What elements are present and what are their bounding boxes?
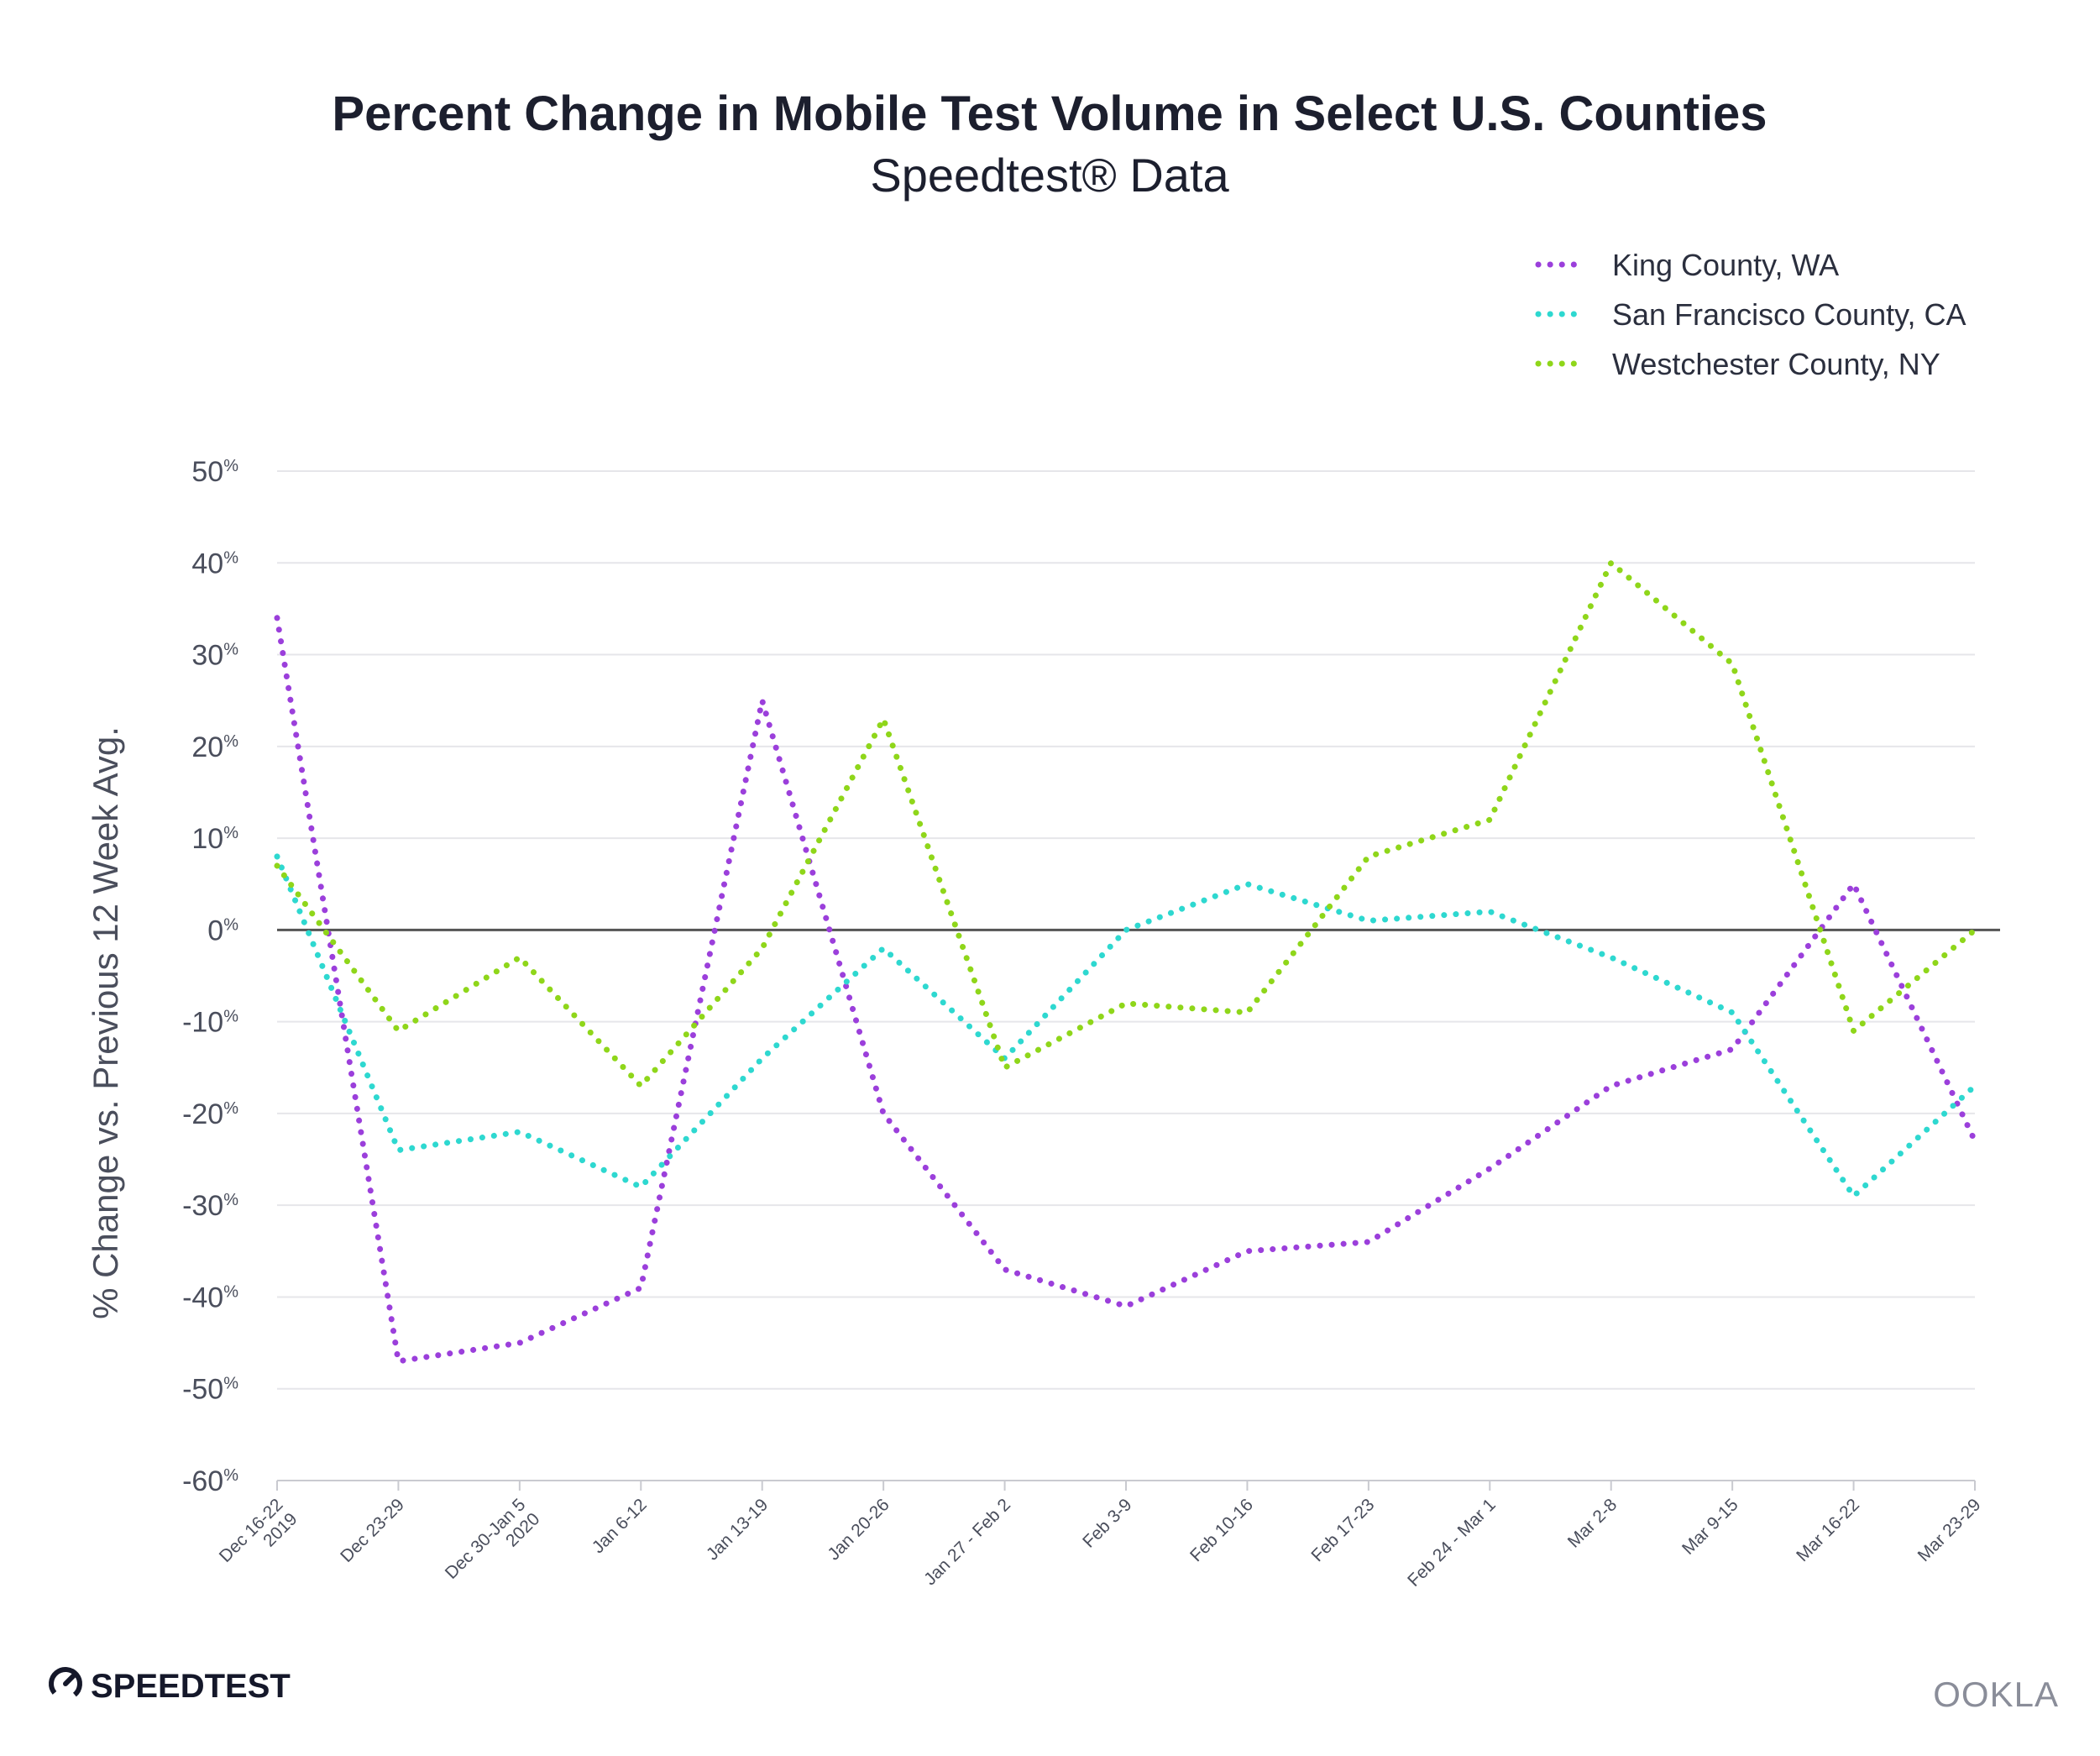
ookla-logo: OOKLA xyxy=(1933,1675,2059,1714)
speedometer-icon xyxy=(49,1667,82,1701)
speedtest-logo: SPEEDTEST xyxy=(49,1667,291,1705)
x-tick-label: Mar 2-8 xyxy=(1564,1495,1621,1551)
y-tick-label: 40% xyxy=(191,548,238,579)
x-tick-label: Jan 20-26 xyxy=(824,1495,893,1564)
series-line-2 xyxy=(274,559,1978,1089)
y-tick-label: -30% xyxy=(182,1190,238,1222)
x-tick-label: Feb 10-16 xyxy=(1186,1495,1257,1565)
x-tick-label: Feb 24 - Mar 1 xyxy=(1404,1495,1500,1591)
speedtest-brand-text: SPEEDTEST xyxy=(91,1668,291,1705)
x-axis: Dec 16-222019 Dec 23-29 Dec 30-Jan 52020 Ja… xyxy=(216,1481,1985,1597)
series-line-1 xyxy=(274,853,1978,1199)
y-tick-label: 20% xyxy=(191,731,238,763)
x-tick-label: Feb 17-23 xyxy=(1307,1495,1378,1565)
legend-label: San Francisco County, CA xyxy=(1612,297,1966,332)
x-tick-label: Mar 23-29 xyxy=(1914,1495,1985,1565)
legend-label: King County, WA xyxy=(1612,248,1839,282)
y-tick-label: -50% xyxy=(182,1374,238,1406)
x-tick-label: Dec 30-Jan 52020 xyxy=(442,1495,544,1597)
y-axis: 50% 40% 30% 20% 10% 0% -10% -20% -30% -40% -50% -60… xyxy=(182,456,238,1497)
y-axis-label: % Change vs. Previous 12 Week Avg. xyxy=(86,726,125,1319)
series-line-0 xyxy=(274,615,1978,1365)
y-tick-label: -10% xyxy=(182,1007,238,1039)
legend-label: Westchester County, NY xyxy=(1612,347,1940,381)
chart-subtitle: Speedtest® Data xyxy=(870,149,1229,202)
y-tick-label: -40% xyxy=(182,1282,238,1313)
y-tick-label: 50% xyxy=(191,456,238,488)
x-tick-label: Jan 6-12 xyxy=(589,1495,651,1557)
y-tick-label: 30% xyxy=(191,640,238,672)
chart-title: Percent Change in Mobile Test Volume in … xyxy=(332,86,1767,141)
plot-series xyxy=(274,559,1978,1365)
x-tick-label: Mar 9-15 xyxy=(1678,1495,1742,1559)
x-tick-label: Mar 16-22 xyxy=(1793,1495,1863,1565)
x-tick-label: Feb 3-9 xyxy=(1079,1495,1135,1551)
gridlines xyxy=(277,470,2000,1481)
y-tick-label: -20% xyxy=(182,1098,238,1130)
y-tick-label: 10% xyxy=(191,823,238,855)
y-tick-label: 0% xyxy=(207,915,238,946)
x-tick-label: Dec 16-222019 xyxy=(216,1495,301,1580)
x-tick-label: Dec 23-29 xyxy=(337,1495,408,1566)
legend: King County, WA San Francisco County, CA W… xyxy=(1535,248,1966,381)
x-tick-label: Jan 13-19 xyxy=(703,1495,772,1564)
y-tick-label: -60% xyxy=(182,1465,238,1497)
x-tick-label: Jan 27 - Feb 2 xyxy=(920,1495,1014,1589)
